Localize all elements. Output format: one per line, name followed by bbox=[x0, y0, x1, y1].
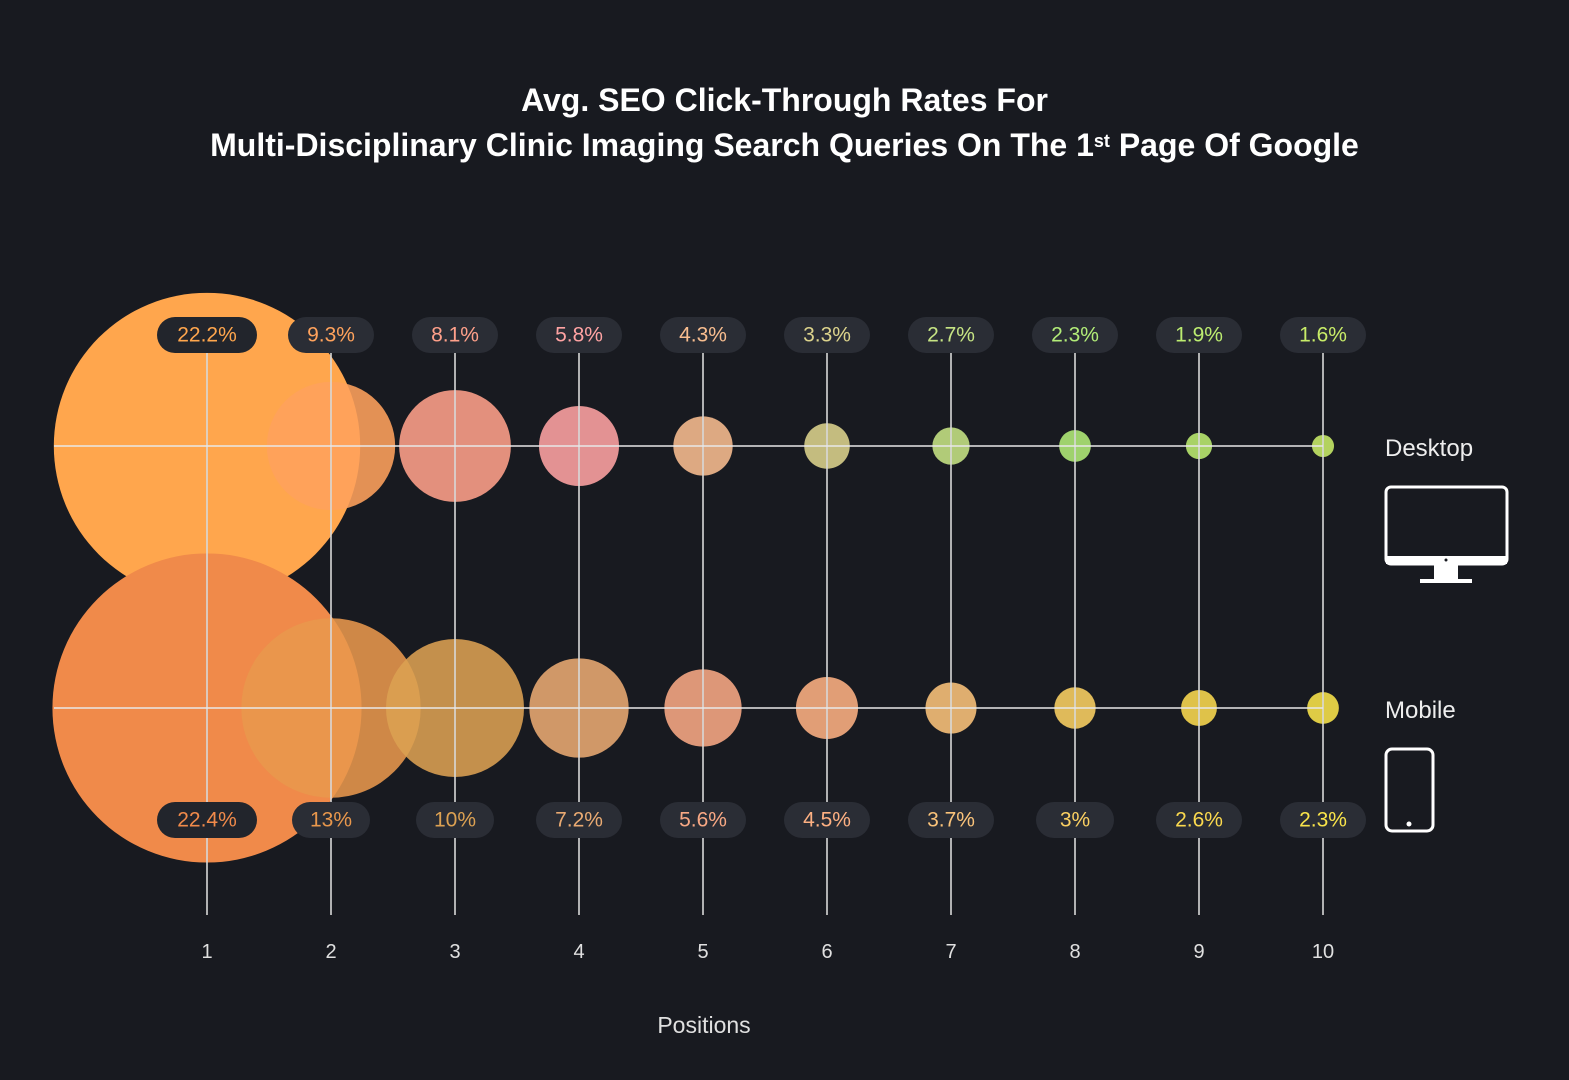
x-tick-label: 4 bbox=[573, 941, 584, 963]
value-label-mobile-2: 13% bbox=[310, 809, 352, 832]
x-tick-label: 3 bbox=[449, 941, 460, 963]
x-tick-label: 6 bbox=[821, 941, 832, 963]
value-labels: 22.2% 9.3% 8.1% 5.8% 4.3% 3.3% 2.7% 2.3% 1.9% 1.6… bbox=[157, 317, 1366, 838]
title-line-2: Multi-Disciplinary Clinic Imaging Search… bbox=[0, 123, 1569, 168]
value-pill bbox=[416, 802, 494, 838]
value-pill bbox=[157, 317, 257, 353]
value-pill bbox=[784, 317, 870, 353]
value-pill bbox=[784, 802, 870, 838]
value-pill bbox=[1280, 802, 1366, 838]
title-line-1: Avg. SEO Click-Through Rates For bbox=[521, 82, 1048, 118]
x-axis-label: Positions bbox=[657, 1012, 750, 1038]
desktop-monitor-icon bbox=[1384, 485, 1509, 583]
value-pill bbox=[1156, 317, 1242, 353]
x-tick-label: 2 bbox=[325, 941, 336, 963]
title-line-2-end: Page Of Google bbox=[1109, 127, 1359, 163]
value-label-desktop-2: 9.3% bbox=[307, 324, 355, 347]
value-pill bbox=[536, 802, 622, 838]
value-label-mobile-4: 7.2% bbox=[555, 809, 603, 832]
value-label-mobile-3: 10% bbox=[434, 809, 476, 832]
x-tick-label: 7 bbox=[945, 941, 956, 963]
value-label-mobile-1: 22.4% bbox=[177, 809, 237, 832]
x-tick-label: 5 bbox=[697, 941, 708, 963]
value-label-desktop-1: 22.2% bbox=[177, 324, 237, 347]
x-tick-label: 1 bbox=[201, 941, 212, 963]
value-label-desktop-8: 2.3% bbox=[1051, 324, 1099, 347]
title-superscript: st bbox=[1093, 131, 1110, 151]
value-label-desktop-5: 4.3% bbox=[679, 324, 727, 347]
value-pill bbox=[1032, 317, 1118, 353]
legend-desktop-label: Desktop bbox=[1385, 435, 1473, 462]
legend-mobile-label: Mobile bbox=[1385, 697, 1456, 724]
x-axis-ticks: 1 2 3 4 5 6 7 8 9 10 bbox=[201, 941, 1334, 963]
x-tick-label: 8 bbox=[1069, 941, 1080, 963]
value-label-mobile-9: 2.6% bbox=[1175, 809, 1223, 832]
value-label-desktop-4: 5.8% bbox=[555, 324, 603, 347]
value-pill bbox=[536, 317, 622, 353]
value-label-desktop-6: 3.3% bbox=[803, 324, 851, 347]
title-line-2-text: Multi-Disciplinary Clinic Imaging Search… bbox=[210, 127, 1094, 163]
chart-title: Avg. SEO Click-Through Rates For Multi-D… bbox=[0, 78, 1569, 168]
value-label-mobile-7: 3.7% bbox=[927, 809, 975, 832]
value-pill bbox=[288, 317, 374, 353]
value-pill bbox=[908, 317, 994, 353]
value-label-mobile-10: 2.3% bbox=[1299, 809, 1347, 832]
value-pill bbox=[908, 802, 994, 838]
value-label-mobile-6: 4.5% bbox=[803, 809, 851, 832]
value-pill bbox=[157, 802, 257, 838]
value-label-desktop-7: 2.7% bbox=[927, 324, 975, 347]
value-pill bbox=[1280, 317, 1366, 353]
value-pill bbox=[1156, 802, 1242, 838]
value-label-desktop-10: 1.6% bbox=[1299, 324, 1347, 347]
value-label-desktop-3: 8.1% bbox=[431, 324, 479, 347]
value-label-mobile-8: 3% bbox=[1060, 809, 1090, 832]
value-label-mobile-5: 5.6% bbox=[679, 809, 727, 832]
value-pill bbox=[1036, 802, 1114, 838]
value-pill bbox=[412, 317, 498, 353]
x-tick-label: 10 bbox=[1312, 941, 1334, 963]
x-tick-label: 9 bbox=[1193, 941, 1204, 963]
value-pill bbox=[292, 802, 370, 838]
mobile-phone-icon bbox=[1384, 747, 1435, 833]
value-pill bbox=[660, 802, 746, 838]
bubbles-layer bbox=[52, 292, 1339, 863]
value-label-desktop-9: 1.9% bbox=[1175, 324, 1223, 347]
value-pill bbox=[660, 317, 746, 353]
